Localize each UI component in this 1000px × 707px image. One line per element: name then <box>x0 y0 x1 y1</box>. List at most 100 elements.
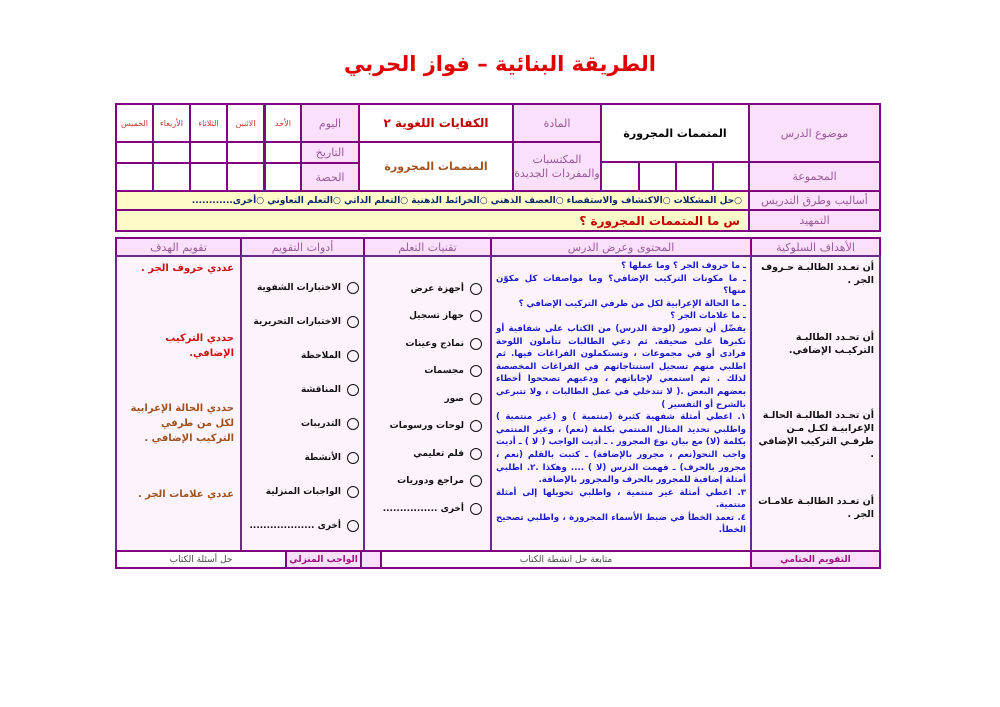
evaluation-item: عددي حروف الجر . <box>140 263 234 274</box>
techniques-option[interactable]: جهاز تسجيل <box>365 303 482 331</box>
day-header: الأحد <box>264 103 302 143</box>
vocab-label: المكتسبات والمفردات الجديدة <box>512 141 602 192</box>
techniques-option[interactable]: نماذج وعينات <box>365 330 482 358</box>
subject-label: المادة <box>512 103 602 143</box>
date-cell[interactable] <box>115 141 154 164</box>
techniques-option[interactable]: صور <box>365 385 482 413</box>
day-label: اليوم <box>300 103 360 143</box>
radio-circle-icon[interactable] <box>470 392 482 405</box>
evaluation-item: حددي الحالة الإعرابية لكل من طرفي التركي… <box>130 403 234 444</box>
radio-circle-icon[interactable] <box>347 486 359 498</box>
radio-circle-icon[interactable] <box>347 520 359 532</box>
evaluation-item: عددي علامات الجر . <box>137 489 234 500</box>
radio-circle-icon[interactable] <box>470 447 482 460</box>
option-label: أخرى ................ <box>382 503 464 514</box>
option-label: الملاحظة <box>300 351 341 361</box>
evaluation-column: عددي حروف الجر . حددي التركيب الإضافي. ح… <box>115 255 242 552</box>
col-objectives: الأهداف السلوكية <box>750 237 881 257</box>
option-label: أخرى ................... <box>249 521 341 531</box>
footer-spacer <box>360 550 382 569</box>
techniques-option[interactable]: أجهزة عرض <box>365 275 482 303</box>
final-eval-label: التقويم الختامي <box>750 550 881 569</box>
homework-value: حل أسئلة الكتاب <box>115 550 287 569</box>
option-label: المناقشة <box>300 385 341 395</box>
period-label: الحصة <box>300 162 360 192</box>
tools-option[interactable]: الاختبارات التحريرية <box>242 305 359 339</box>
radio-circle-icon[interactable] <box>470 502 482 515</box>
methods-value: ○حل المشكلات ○الاكتشاف والاستقصاء ○العصف… <box>115 190 750 211</box>
subject-value: الكفايات اللغوية ٢ <box>358 103 514 143</box>
day-header: الثلاثاء <box>189 103 228 143</box>
intro-value: س ما المتممات المجرورة ؟ <box>115 209 750 232</box>
radio-circle-icon[interactable] <box>347 350 359 362</box>
topic-label: موضوع الدرس <box>748 103 881 163</box>
period-cell[interactable] <box>115 162 154 192</box>
content-column: ـ ما حروف الجر ؟ وما عملها ؟ ـ ما مكونات… <box>490 255 752 552</box>
tools-option[interactable]: المناقشة <box>242 373 359 407</box>
option-label: أجهزة عرض <box>410 283 464 294</box>
radio-circle-icon[interactable] <box>470 475 482 488</box>
homework-label: الواجب المنزلي <box>285 550 362 569</box>
radio-circle-icon[interactable] <box>470 420 482 433</box>
radio-circle-icon[interactable] <box>347 316 359 328</box>
date-cell[interactable] <box>152 141 191 164</box>
option-label: نماذج وعينات <box>405 338 464 349</box>
objective: أن تحـدد الطالبـة التركيـب الإضافي. <box>788 332 874 356</box>
techniques-option[interactable]: فلم تعليمي <box>365 440 482 468</box>
radio-circle-icon[interactable] <box>347 384 359 396</box>
tools-option[interactable]: الواجبات المنزلية <box>242 475 359 509</box>
techniques-option[interactable]: مجسمات <box>365 358 482 386</box>
vocab-value: المتممات المجرورة <box>358 141 514 192</box>
tools-option[interactable]: الملاحظة <box>242 339 359 373</box>
date-cell[interactable] <box>264 141 302 164</box>
techniques-option[interactable]: مراجع ودوريات <box>365 468 482 496</box>
date-cell[interactable] <box>189 141 228 164</box>
group-cell <box>712 161 750 192</box>
techniques-column: أجهزة عرض جهاز تسجيل نماذج وعينات مجسمات صور… <box>363 255 492 552</box>
group-cell <box>600 161 640 192</box>
col-evaluation: تقويم الهدف <box>115 237 242 257</box>
radio-circle-icon[interactable] <box>347 452 359 464</box>
radio-circle-icon[interactable] <box>470 337 482 350</box>
tools-option[interactable]: الاختبارات الشفوية <box>242 271 359 305</box>
evaluation-item: حددي التركيب الإضافي. <box>165 333 234 359</box>
col-tools: أدوات التقويم <box>240 237 365 257</box>
option-label: فلم تعليمي <box>413 448 464 459</box>
date-cell[interactable] <box>226 141 265 164</box>
period-cell[interactable] <box>189 162 228 192</box>
option-label: جهاز تسجيل <box>409 311 464 322</box>
option-label: لوحات ورسومات <box>389 421 464 432</box>
option-label: الأنشطة <box>304 453 341 463</box>
techniques-option[interactable]: أخرى ................ <box>365 495 482 523</box>
period-cell[interactable] <box>226 162 265 192</box>
day-header: الأربعاء <box>152 103 191 143</box>
option-label: الاختبارات التحريرية <box>253 317 341 327</box>
group-cell <box>638 161 677 192</box>
option-label: التدريبات <box>301 419 341 429</box>
radio-circle-icon[interactable] <box>347 282 359 294</box>
period-cell[interactable] <box>152 162 191 192</box>
objective: أن تحـدد الطالبـة الحالـة الإعرابيـة لكـ… <box>758 410 874 460</box>
radio-circle-icon[interactable] <box>470 310 482 323</box>
radio-circle-icon[interactable] <box>470 365 482 378</box>
col-content: المحتوى وعرض الدرس <box>490 237 752 257</box>
option-label: الاختبارات الشفوية <box>256 283 341 293</box>
day-header: الخميس <box>115 103 154 143</box>
option-label: الواجبات المنزلية <box>265 487 341 497</box>
lesson-content: ـ ما حروف الجر ؟ وما عملها ؟ ـ ما مكونات… <box>496 261 746 536</box>
period-cell[interactable] <box>264 162 302 192</box>
radio-circle-icon[interactable] <box>347 418 359 430</box>
final-eval-value: متابعة حل انشطة الكتاب <box>380 550 752 569</box>
group-cell <box>675 161 714 192</box>
topic-value: المتممات المجرورة <box>600 103 750 163</box>
date-label: التاريخ <box>300 141 360 164</box>
option-label: مجسمات <box>424 366 464 377</box>
tools-option[interactable]: التدريبات <box>242 407 359 441</box>
tools-option[interactable]: الأنشطة <box>242 441 359 475</box>
radio-circle-icon[interactable] <box>470 282 482 295</box>
techniques-option[interactable]: لوحات ورسومات <box>365 413 482 441</box>
methods-label: أساليب وطرق التدريس <box>748 190 881 211</box>
tools-option[interactable]: أخرى ................... <box>242 509 359 543</box>
objectives-column: أن تعـدد الطالبـة حـروف الجر . أن تحـدد … <box>750 255 881 552</box>
intro-label: التمهيد <box>748 209 881 232</box>
